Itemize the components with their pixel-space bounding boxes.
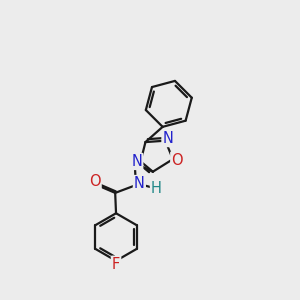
Text: N: N [131,154,142,169]
Text: N: N [134,176,145,191]
Text: F: F [112,257,120,272]
Text: N: N [163,131,173,146]
Text: O: O [89,174,100,189]
Text: O: O [171,153,183,168]
Text: H: H [151,181,162,196]
